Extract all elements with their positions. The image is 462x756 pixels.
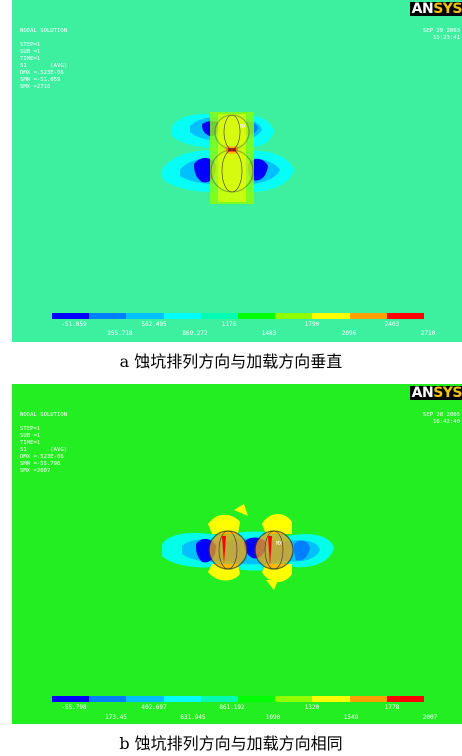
panel-b-info-text: NODAL SOLUTION STEP=1 SUB =1 TIME=1 S1 (AVG… [20,412,68,474]
panel-a-legend-label: 255.718 [107,330,133,337]
panel-a-ansys-logo: ANSYS [409,1,462,17]
panel-a-legend-label: 1790 [304,321,320,328]
panel-a-date: SEP 29 2003 [422,28,460,34]
panel-a-legend-bar [52,313,425,319]
panel-b-contour: MX [12,384,462,724]
panel-b-legend-label: 1090 [265,714,281,721]
panel-b-legend-label: 2007 [422,714,438,721]
panel-b-legend-label: 631.945 [180,714,206,721]
panel-a-mx-label: MX [240,124,246,130]
panel-a-timestamp: SEP 29 2003 15:23:41 [423,28,460,42]
panel-a-legend-label: 2096 [341,330,357,337]
panel-a-legend-label: 2710 [420,330,436,337]
panel-b-legend-label: 1320 [304,704,320,711]
panel-b-plot: MX NODAL SOLUTION STEP=1 SUB =1 TIME=1 S1 (… [12,384,462,724]
panel-a-legend-label: 562.495 [141,321,167,328]
panel-b-legend-label: 173.45 [105,714,127,721]
panel-b-time: 16:42:40 [433,419,460,425]
panel-a-legend-label: 2403 [384,321,400,328]
panel-a-plot: MX NODAL SOLUTION STEP=1 SUB =1 TIME=1 S1 (… [12,0,462,342]
panel-b-legend-label: 861.192 [219,704,245,711]
panel-a-legend-label: -51.059 [61,321,87,328]
panel-b-legend-label: 1778 [384,704,400,711]
panel-a-info-text: NODAL SOLUTION STEP=1 SUB =1 TIME=1 S1 (AVG… [20,28,68,90]
panel-b-legend-label: -55.798 [61,704,87,711]
panel-b-legend-label: 402.697 [141,704,167,711]
panel-b-mx-label: MX [276,541,282,547]
panel-a-contour: MX [12,0,462,342]
panel-b-caption: b 蚀坑排列方向与加载方向相同 [119,734,343,753]
panel-b-ansys-logo: ANSYS [409,385,462,401]
panel-a-time: 15:23:41 [433,35,460,41]
panel-a-legend-label: 869.272 [182,330,208,337]
panel-a-caption: a 蚀坑排列方向与加载方向垂直 [119,352,343,371]
panel-b-date: SEP 28 2005 [422,412,460,418]
panel-b-legend-label: 1549 [343,714,359,721]
panel-b-legend-bar [52,696,425,702]
panel-a-legend-label: 1483 [261,330,277,337]
panel-a-legend-label: 1176 [221,321,237,328]
panel-b-timestamp: SEP 28 2005 16:42:40 [423,412,460,426]
